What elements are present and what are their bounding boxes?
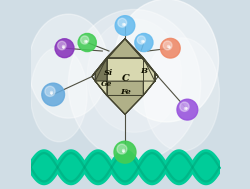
Circle shape bbox=[117, 144, 127, 154]
Ellipse shape bbox=[144, 38, 220, 151]
Polygon shape bbox=[107, 39, 143, 58]
Text: Ge: Ge bbox=[101, 80, 113, 88]
Circle shape bbox=[137, 36, 145, 44]
Text: Si: Si bbox=[104, 69, 114, 77]
Circle shape bbox=[55, 39, 74, 58]
Circle shape bbox=[163, 41, 172, 50]
Circle shape bbox=[114, 141, 136, 163]
Text: Fe: Fe bbox=[120, 88, 132, 96]
Polygon shape bbox=[143, 58, 158, 95]
Ellipse shape bbox=[28, 14, 108, 118]
Circle shape bbox=[58, 41, 66, 50]
Ellipse shape bbox=[114, 0, 218, 122]
Text: C: C bbox=[122, 74, 130, 83]
Polygon shape bbox=[95, 58, 107, 95]
Circle shape bbox=[180, 102, 189, 111]
Circle shape bbox=[78, 33, 96, 52]
Circle shape bbox=[42, 83, 64, 106]
Polygon shape bbox=[92, 77, 107, 95]
Polygon shape bbox=[107, 95, 143, 114]
Ellipse shape bbox=[87, 19, 182, 132]
Text: B: B bbox=[140, 67, 147, 75]
Circle shape bbox=[45, 86, 55, 96]
Ellipse shape bbox=[68, 9, 200, 161]
Circle shape bbox=[177, 99, 198, 120]
Circle shape bbox=[80, 36, 89, 44]
Ellipse shape bbox=[30, 47, 87, 142]
Circle shape bbox=[135, 33, 153, 52]
Polygon shape bbox=[95, 81, 155, 95]
Polygon shape bbox=[95, 58, 155, 95]
Polygon shape bbox=[92, 39, 125, 77]
Circle shape bbox=[160, 38, 180, 58]
Circle shape bbox=[115, 16, 135, 35]
Circle shape bbox=[118, 18, 127, 27]
Polygon shape bbox=[125, 39, 158, 77]
